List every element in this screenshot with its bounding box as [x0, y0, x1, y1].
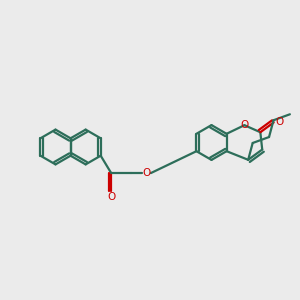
Text: O: O [275, 118, 284, 128]
Text: O: O [240, 120, 248, 130]
Text: O: O [142, 168, 150, 178]
Text: O: O [107, 192, 115, 202]
